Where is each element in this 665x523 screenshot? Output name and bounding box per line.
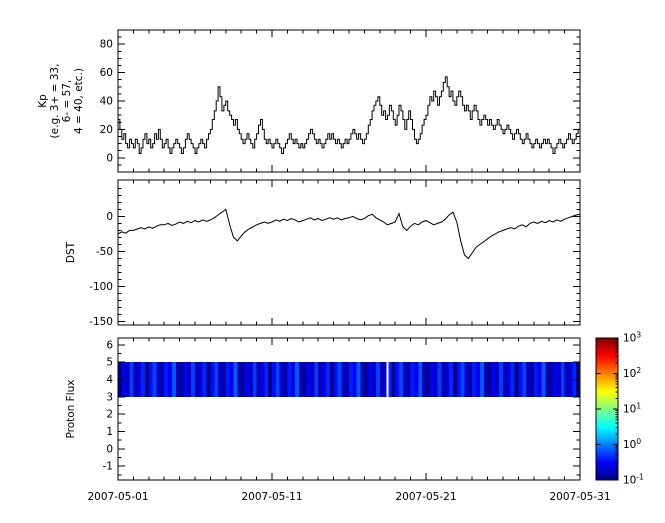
dst-y-tick-label: -150 xyxy=(89,316,113,328)
dst-y-tick-label: 0 xyxy=(106,211,113,223)
kp-y-tick-label: 0 xyxy=(106,152,113,164)
dst-y-tick-label: -50 xyxy=(96,246,113,258)
proton_flux-y-tick-label: -1 xyxy=(103,461,113,473)
x-tick-label: 2007-05-11 xyxy=(241,491,302,503)
dst-series-line xyxy=(117,208,581,260)
proton_flux-heatmap-band xyxy=(118,362,581,397)
svg-text:DST: DST xyxy=(65,241,77,263)
colorbar: 10-1 100 101 102 103 xyxy=(595,331,644,487)
x-tick-label: 2007-05-21 xyxy=(395,491,456,503)
proton_flux-y-axis-label: Proton Flux xyxy=(65,379,77,438)
dst-y-axis-label: DST xyxy=(65,241,77,263)
kp-frame xyxy=(117,29,581,173)
proton_flux-y-tick-label: 1 xyxy=(106,426,113,438)
svg-text:Kp(e.g. 3+ = 33,6- = 57,4 = 40: Kp(e.g. 3+ = 33,6- = 57,4 = 40, etc.) xyxy=(37,64,85,139)
proton_flux-y-tick-label: 5 xyxy=(106,357,113,369)
kp-x-axis xyxy=(117,30,581,172)
svg-text:Proton Flux: Proton Flux xyxy=(65,379,77,438)
x-tick-label: 2007-05-31 xyxy=(549,491,610,503)
panel-proton_flux: -1 0 1 2 3 4 5 6 Proton Flux xyxy=(65,337,581,481)
dst-y-axis: 0 -50 -100 -150 xyxy=(89,187,580,328)
panel-kp: 0 20 40 60 80 Kp(e.g. 3+ = 33,6- = 57,4 = 40,… xyxy=(37,29,581,173)
proton_flux-frame xyxy=(117,337,581,481)
dst-x-axis xyxy=(117,180,581,325)
proton_flux-y-tick-label: 4 xyxy=(106,374,113,386)
kp-y-tick-label: 20 xyxy=(100,124,113,136)
kp-y-tick-label: 80 xyxy=(100,39,113,51)
proton_flux-x-axis xyxy=(117,338,581,480)
panel-dst: 0 -50 -100 -150 DST xyxy=(65,179,581,328)
colorbar-tick-label: 100 xyxy=(623,437,641,451)
proton_flux-data-gap xyxy=(386,362,389,397)
colorbar-gradient xyxy=(596,338,618,480)
kp-y-tick-label: 40 xyxy=(100,96,113,108)
proton_flux-y-tick-label: 6 xyxy=(106,339,113,351)
x-tick-label: 2007-05-01 xyxy=(87,491,148,503)
dst-y-tick-label: -100 xyxy=(89,281,113,293)
kp-y-tick-label: 60 xyxy=(100,67,113,79)
kp-series-line xyxy=(118,76,581,154)
kp-y-axis: 0 20 40 60 80 xyxy=(100,29,580,173)
colorbar-tick-label: 102 xyxy=(623,366,641,380)
colorbar-tick-label: 10-1 xyxy=(623,473,644,487)
kp-y-axis-label: Kp(e.g. 3+ = 33,6- = 57,4 = 40, etc.) xyxy=(37,64,85,139)
proton_flux-y-tick-label: 0 xyxy=(106,443,113,455)
colorbar-tick-label: 101 xyxy=(623,402,641,416)
dst-frame xyxy=(117,179,581,326)
proton_flux-y-tick-label: 3 xyxy=(106,391,113,403)
proton_flux-y-tick-label: 2 xyxy=(106,409,113,421)
colorbar-tick-label: 103 xyxy=(623,331,641,345)
proton_flux-y-axis: -1 0 1 2 3 4 5 6 xyxy=(103,339,580,476)
